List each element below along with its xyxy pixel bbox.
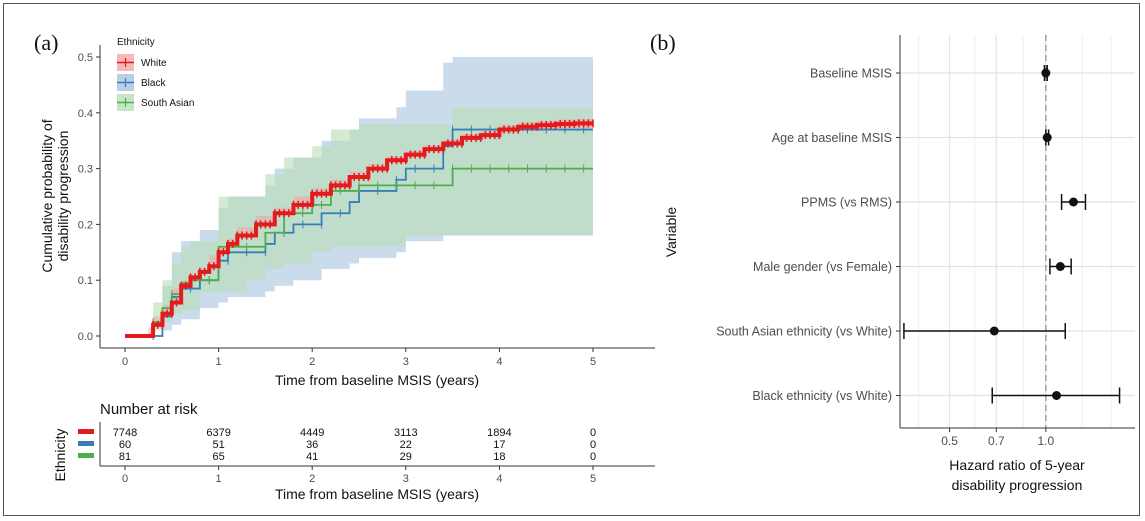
risk-cell: 6379 [206, 427, 230, 439]
risk-cell: 7748 [113, 427, 137, 439]
km-x-tick-label: 2 [309, 356, 315, 368]
forest-row-label: Male gender (vs Female) [753, 260, 892, 274]
risk-cell: 17 [493, 439, 505, 451]
risk-table-title: Number at risk [100, 401, 198, 418]
km-y-tick-label: 0.1 [78, 275, 93, 287]
km-x-ticks: 0 1 2 3 4 5 [122, 348, 596, 368]
risk-table-ylabel-group: Ethnicity [52, 429, 68, 482]
forest-point [1042, 133, 1052, 142]
risk-table-ylabel: Ethnicity [52, 429, 68, 482]
forest-row-labels: Baseline MSIS Age at baseline MSIS PPMS (v… [716, 67, 900, 403]
risk-x-axis-title: Time from baseline MSIS (years) [275, 486, 479, 502]
km-y-tick-label: 0.3 [78, 164, 93, 176]
forest-x-tick-label: 1.0 [1037, 434, 1054, 448]
panel-a-label: (a) [34, 30, 58, 55]
km-y-axis-title: Cumulative probability of disability pro… [39, 119, 71, 272]
risk-cell: 0 [590, 439, 596, 451]
km-y-tick-label: 0.4 [78, 108, 93, 120]
forest-row-label: Age at baseline MSIS [772, 131, 892, 145]
km-y-axis-title-line-2: disability progression [55, 131, 71, 262]
legend-label: Black [141, 78, 166, 89]
km-y-tick-label: 0.2 [78, 219, 93, 231]
risk-row-key-white [78, 429, 94, 434]
forest-marks [903, 65, 1121, 404]
forest-y-axis-title: Variable [663, 207, 679, 258]
forest-x-tick-label: 0.5 [941, 434, 958, 448]
forest-axes [899, 35, 1135, 429]
km-x-axis-title: Time from baseline MSIS (years) [275, 372, 479, 388]
forest-point [989, 326, 999, 336]
forest-x-axis-title-line-2: disability progression [952, 477, 1083, 493]
risk-cell: 36 [306, 439, 318, 451]
km-x-tick-label: 4 [496, 356, 502, 368]
panel-b-label: (b) [650, 30, 676, 55]
band-south-asian [125, 107, 593, 336]
risk-cell: 3113 [394, 427, 418, 439]
risk-cell: 60 [119, 439, 131, 451]
risk-x-tick-label: 4 [496, 473, 502, 485]
forest-point [1052, 391, 1062, 400]
risk-x-tick-label: 5 [590, 473, 596, 485]
km-y-tick-label: 0.0 [78, 331, 93, 343]
risk-cell: 4449 [300, 427, 324, 439]
risk-x-tick-label: 3 [403, 473, 409, 485]
legend-label: White [141, 58, 167, 69]
forest-point [1055, 262, 1065, 271]
risk-cell: 81 [119, 451, 131, 463]
forest-row-label: Baseline MSIS [810, 67, 892, 81]
forest-point [1041, 68, 1051, 78]
risk-table: 7748 6379 4449 3113 1894 060 51 36 22 17 081 65 41 29… [78, 422, 655, 485]
legend-label: South Asian [141, 98, 194, 109]
risk-cell: 29 [400, 451, 412, 463]
forest-x-ticks: 0.5 0.7 1.0 [941, 428, 1055, 448]
forest-x-tick-label: 0.7 [988, 434, 1005, 448]
forest-x-axis-title-line-1: Hazard ratio of 5-year [949, 457, 1085, 473]
km-y-axis-title-line-1: Cumulative probability of [39, 119, 55, 272]
km-x-tick-label: 0 [122, 356, 128, 368]
km-y-tick-label: 0.5 [78, 52, 93, 64]
risk-x-tick-label: 1 [216, 473, 222, 485]
risk-cell: 51 [212, 439, 224, 451]
forest-row-label: Black ethnicity (vs White) [752, 389, 892, 403]
figure-frame [3, 3, 1140, 516]
legend-title: Ethnicity [117, 37, 155, 48]
km-curves [125, 119, 594, 340]
km-x-tick-label: 5 [590, 356, 596, 368]
risk-cell: 0 [590, 427, 596, 439]
km-legend: Ethnicity White Black South Asian [117, 37, 194, 111]
km-axes [99, 45, 655, 349]
risk-cell: 0 [590, 451, 596, 463]
forest-row-label: PPMS (vs RMS) [801, 196, 892, 210]
risk-cell: 65 [212, 451, 224, 463]
forest-row-label: South Asian ethnicity (vs White) [716, 325, 892, 339]
km-x-tick-label: 3 [403, 356, 409, 368]
risk-cell: 41 [306, 451, 318, 463]
km-y-ticks: 0.0 0.1 0.2 0.3 0.4 0.5 [78, 52, 100, 343]
km-x-tick-label: 1 [216, 356, 222, 368]
forest-point [1068, 197, 1078, 207]
risk-x-tick-label: 2 [309, 473, 315, 485]
risk-x-tick-label: 0 [122, 473, 128, 485]
forest-gridlines [900, 35, 1135, 428]
risk-row-key-south-asian [78, 453, 94, 458]
risk-cell: 18 [493, 451, 505, 463]
risk-cell: 1894 [487, 427, 511, 439]
risk-row-key-black [78, 441, 94, 446]
forest-y-axis-title-group: Variable [663, 207, 679, 258]
risk-cell: 22 [400, 439, 412, 451]
